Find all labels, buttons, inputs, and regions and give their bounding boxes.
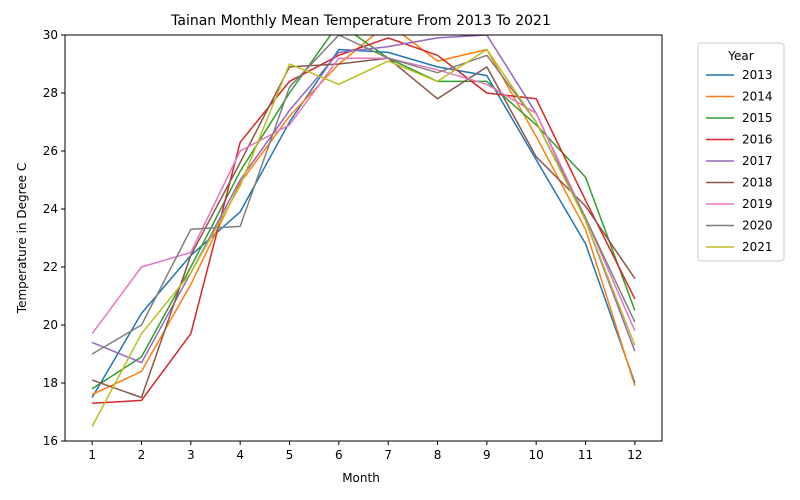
series-line-2018 xyxy=(91,57,636,399)
y-tick-label: 16 xyxy=(43,434,58,448)
series-line-2015 xyxy=(91,35,636,390)
x-tick-label: 4 xyxy=(236,448,244,462)
x-tick-label: 12 xyxy=(627,448,642,462)
legend-label-2015: 2015 xyxy=(742,111,773,125)
x-tick-label: 7 xyxy=(384,448,392,462)
x-tick-label: 3 xyxy=(187,448,195,462)
chart-title: Tainan Monthly Mean Temperature From 201… xyxy=(170,13,551,29)
x-tick-label: 6 xyxy=(335,448,343,462)
series-line-2013 xyxy=(91,48,636,398)
x-axis-title: Month xyxy=(342,471,380,485)
y-tick-label: 24 xyxy=(43,202,58,216)
legend-label-2014: 2014 xyxy=(742,90,773,104)
y-tick-label: 20 xyxy=(43,318,58,332)
x-tick-label: 9 xyxy=(483,448,491,462)
legend: Year 2013 2014 2015 2016 2017 2018 2019 2020 202… xyxy=(697,42,785,262)
legend-label-2020: 2020 xyxy=(742,219,773,233)
y-tick-label: 30 xyxy=(43,28,58,42)
y-axis-ticks: 16 18 20 22 24 26 28 30 xyxy=(43,28,65,448)
x-tick-label: 11 xyxy=(578,448,593,462)
y-tick-label: 26 xyxy=(43,144,58,158)
series-line-2021 xyxy=(91,48,636,427)
x-tick-label: 1 xyxy=(88,448,96,462)
x-tick-label: 8 xyxy=(434,448,442,462)
legend-title: Year xyxy=(727,49,753,63)
y-tick-label: 18 xyxy=(43,376,58,390)
series-line-2016 xyxy=(92,37,636,405)
legend-label-2013: 2013 xyxy=(742,68,773,82)
y-axis-title: Temperature in Degree C xyxy=(15,163,29,314)
y-tick-label: 28 xyxy=(43,86,58,100)
legend-label-2017: 2017 xyxy=(742,154,773,168)
x-tick-label: 5 xyxy=(286,448,294,462)
x-tick-label: 2 xyxy=(138,448,146,462)
plot-frame xyxy=(64,34,663,442)
legend-box xyxy=(697,42,785,262)
series-line-2019 xyxy=(91,57,636,335)
series-layer xyxy=(91,35,636,427)
legend-label-2021: 2021 xyxy=(742,240,773,254)
legend-label-2016: 2016 xyxy=(742,133,773,147)
y-tick-label: 22 xyxy=(43,260,58,274)
legend-label-2018: 2018 xyxy=(742,176,773,190)
series-line-2014 xyxy=(91,35,636,396)
x-tick-label: 10 xyxy=(529,448,544,462)
x-axis-ticks: 1 2 3 4 5 6 7 8 9 10 11 12 xyxy=(88,441,643,462)
legend-label-2019: 2019 xyxy=(742,197,773,211)
